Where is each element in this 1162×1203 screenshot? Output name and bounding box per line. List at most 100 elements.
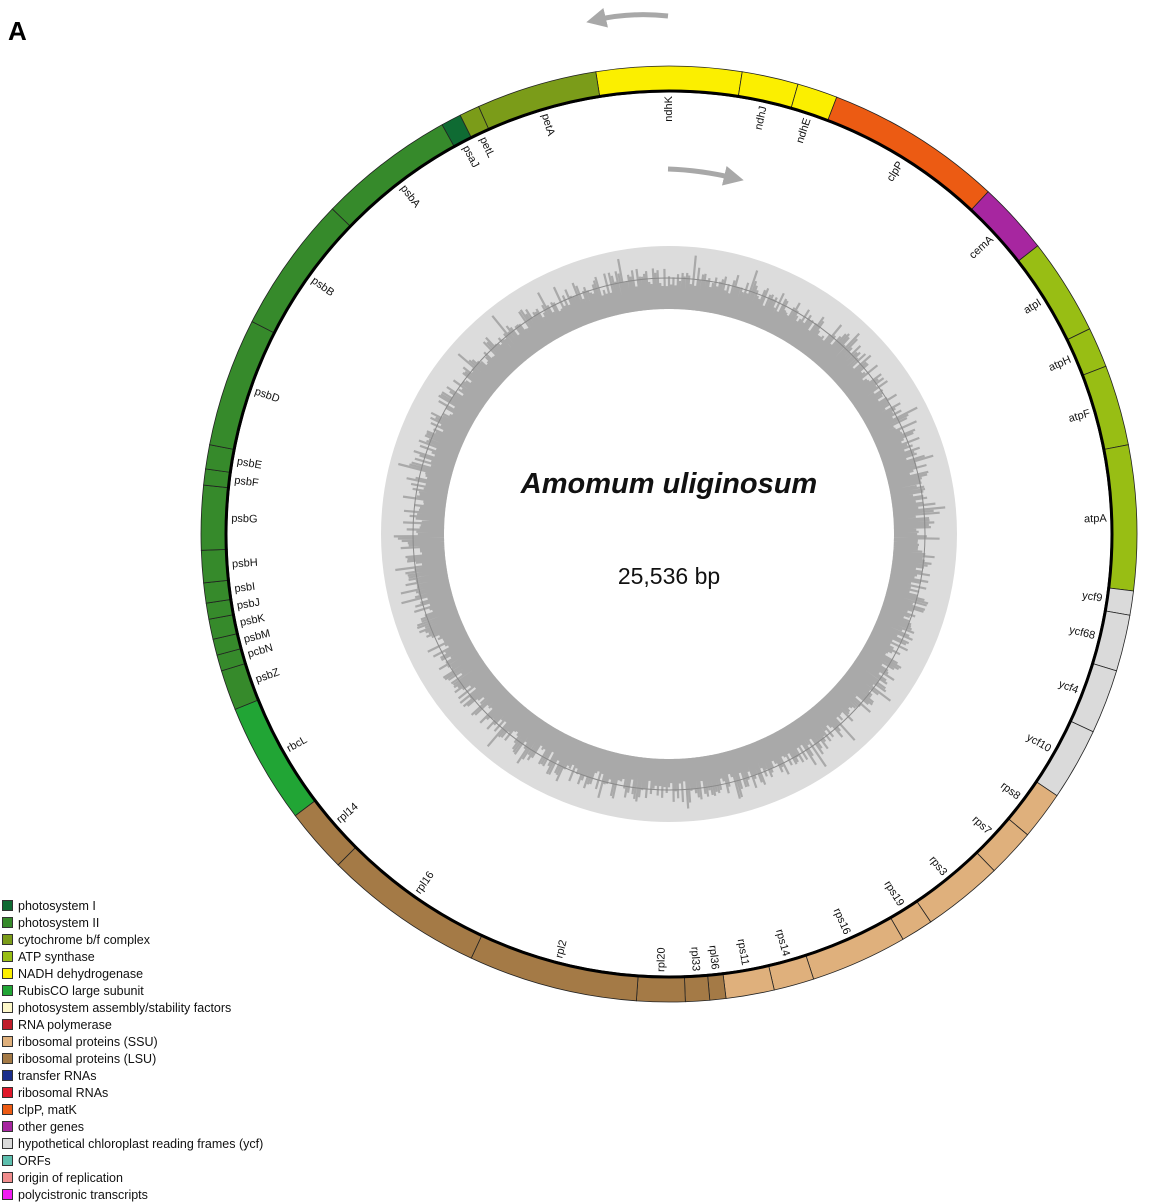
- gene-psbD: [209, 320, 276, 451]
- legend-item: photosystem I: [2, 897, 263, 914]
- gene-label: ndhJ: [753, 105, 770, 131]
- legend-label: RNA polymerase: [18, 1017, 112, 1032]
- gene-label: rps19: [882, 879, 907, 909]
- gc-content-ring: [381, 246, 957, 822]
- gene-label: psbH: [232, 557, 259, 571]
- gene-label: rpl14: [334, 801, 360, 826]
- gene-atpI: [1016, 245, 1091, 341]
- legend-swatch: [2, 1053, 13, 1064]
- gene-atpF: [1081, 365, 1129, 451]
- legend-swatch: [2, 917, 13, 928]
- gene-rpl33: [684, 973, 711, 1003]
- gene-clpP: [826, 96, 989, 212]
- gene-label: rbcL: [285, 734, 310, 755]
- legend-swatch: [2, 1087, 13, 1098]
- gene-label: rps7: [970, 814, 994, 837]
- gene-label: psbB: [309, 275, 336, 299]
- gene-label: petL: [477, 135, 497, 159]
- legend-label: photosystem assembly/stability factors: [18, 1000, 232, 1015]
- gene-rpl20: [635, 974, 686, 1003]
- gene-label: cemA: [967, 233, 996, 261]
- gene-label: rps14: [773, 928, 792, 958]
- legend-label: polycistronic transcripts: [18, 1187, 148, 1202]
- legend-item: cytochrome b/f complex: [2, 931, 263, 948]
- legend-label: ATP synthase: [18, 949, 95, 964]
- legend-item: ribosomal proteins (LSU): [2, 1050, 263, 1067]
- legend: photosystem I photosystem II cytochrome b/…: [2, 897, 263, 1203]
- genome-backbone: [224, 89, 1114, 979]
- legend-item: NADH dehydrogenase: [2, 965, 263, 982]
- genome-title: Amomum uliginosum: [520, 468, 817, 500]
- panel-letter: A: [8, 16, 27, 46]
- legend-swatch: [2, 968, 13, 979]
- legend-label: other genes: [18, 1119, 85, 1134]
- gene-label: ndhE: [794, 117, 814, 145]
- legend-label: transfer RNAs: [18, 1068, 97, 1083]
- legend-label: origin of replication: [18, 1170, 123, 1185]
- gene-label: psbI: [234, 581, 256, 596]
- legend-item: origin of replication: [2, 1169, 263, 1186]
- gene-label: psbJ: [236, 596, 261, 612]
- gene-psbB: [251, 208, 352, 334]
- gene-ring: [200, 65, 1138, 1003]
- legend-item: RubisCO large subunit: [2, 982, 263, 999]
- legend-label: cytochrome b/f complex: [18, 932, 150, 947]
- genome-length: 25,536 bp: [618, 563, 720, 589]
- legend-item: photosystem assembly/stability factors: [2, 999, 263, 1016]
- gene-label: ycf68: [1068, 624, 1096, 642]
- gene-label: psbK: [239, 612, 267, 629]
- legend-item: transfer RNAs: [2, 1067, 263, 1084]
- gene-label: psbD: [253, 386, 281, 406]
- legend-swatch: [2, 1070, 13, 1081]
- gene-rpl2: [470, 934, 639, 1002]
- legend-item: ATP synthase: [2, 948, 263, 965]
- legend-swatch: [2, 985, 13, 996]
- legend-label: clpP, matK: [18, 1102, 77, 1117]
- strand-arrow-plus: [667, 165, 744, 186]
- legend-item: ORFs: [2, 1152, 263, 1169]
- gene-label: ycf10: [1024, 731, 1053, 754]
- legend-item: ribosomal RNAs: [2, 1084, 263, 1101]
- gene-label: clpP: [885, 159, 907, 184]
- gene-label: psbG: [231, 513, 258, 526]
- gene-labels: ndhK ndhJ ndhE clpP cemA atpI atpH atpF atpA ycf9…: [231, 95, 1107, 972]
- gene-label: atpF: [1067, 407, 1092, 425]
- legend-swatch: [2, 1121, 13, 1132]
- gene-label: rps11: [735, 938, 751, 966]
- legend-label: ribosomal proteins (SSU): [18, 1034, 158, 1049]
- gene-label: psbE: [236, 456, 263, 472]
- strand-arrow-minus: [586, 7, 669, 28]
- gene-label: rps8: [998, 780, 1022, 802]
- gene-rpl16: [337, 845, 483, 959]
- legend-label: hypothetical chloroplast reading frames …: [18, 1136, 264, 1151]
- gene-label: rpl20: [655, 947, 667, 972]
- gene-label: rpl16: [413, 869, 437, 896]
- legend-label: photosystem I: [18, 898, 96, 913]
- legend-label: ribosomal proteins (LSU): [18, 1051, 157, 1066]
- gene-label: ndhK: [663, 95, 675, 121]
- legend-swatch: [2, 1002, 13, 1013]
- legend-item: polycistronic transcripts: [2, 1186, 263, 1203]
- gene-label: psbZ: [254, 666, 281, 686]
- legend-item: hypothetical chloroplast reading frames …: [2, 1135, 263, 1152]
- gene-label: ycf9: [1081, 590, 1103, 605]
- legend-item: RNA polymerase: [2, 1016, 263, 1033]
- gene-label: psbA: [398, 183, 423, 211]
- legend-item: photosystem II: [2, 914, 263, 931]
- legend-item: other genes: [2, 1118, 263, 1135]
- gene-rpl36: [707, 972, 727, 1001]
- gene-rps16: [805, 916, 904, 980]
- legend-swatch: [2, 1036, 13, 1047]
- gene-label: rps16: [831, 906, 853, 936]
- gene-label: rps3: [927, 854, 950, 878]
- gene-label: rpl36: [706, 945, 720, 971]
- legend-label: NADH dehydrogenase: [18, 966, 144, 981]
- gene-label: psbF: [234, 475, 260, 490]
- legend-swatch: [2, 1172, 13, 1183]
- gene-label: petA: [539, 112, 557, 138]
- gene-label: rpl33: [688, 946, 701, 971]
- legend-label: photosystem II: [18, 915, 100, 930]
- gene-label: psaJ: [460, 144, 481, 170]
- gene-label: ycf4: [1057, 678, 1080, 696]
